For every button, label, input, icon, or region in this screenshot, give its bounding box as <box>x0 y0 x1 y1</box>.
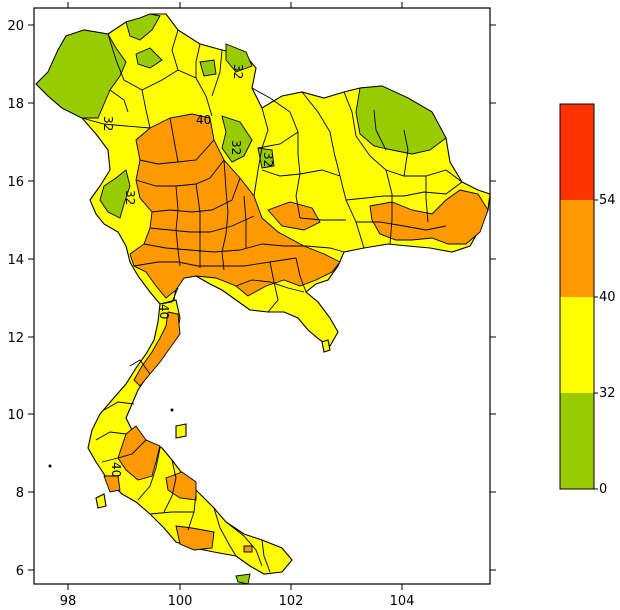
contour-label-40: 40 <box>196 113 211 127</box>
province-boundaries <box>81 29 463 573</box>
x-tick-label: 104 <box>390 594 415 609</box>
contour-label-40: 40 <box>157 304 171 319</box>
x-axis-labels: 98 100 102 104 <box>60 594 415 609</box>
legend-label: 54 <box>599 193 616 208</box>
y-tick-label: 12 <box>7 331 24 346</box>
y-tick-label: 10 <box>7 408 24 423</box>
island <box>170 408 174 412</box>
contour-label-32: 32 <box>101 116 115 131</box>
zones-0-32 <box>35 13 447 585</box>
y-axis-labels: 20 18 16 14 12 10 8 6 <box>7 19 24 579</box>
land-peninsula <box>87 299 293 575</box>
legend-swatch-54-plus <box>560 104 594 200</box>
x-tick-label: 100 <box>168 594 193 609</box>
contour-labels: 32 32 32 32 32 40 40 40 <box>101 64 275 477</box>
legend-label: 32 <box>599 386 616 401</box>
legend-label: 40 <box>599 290 616 305</box>
island <box>175 423 187 439</box>
axis-ticks <box>28 2 496 590</box>
contour-label-32: 32 <box>229 140 243 155</box>
contour-label-40: 40 <box>109 462 123 477</box>
x-tick-label: 102 <box>279 594 304 609</box>
island <box>48 464 52 468</box>
island <box>95 493 107 509</box>
y-tick-label: 16 <box>7 175 24 190</box>
y-tick-label: 20 <box>7 19 24 34</box>
y-tick-label: 8 <box>16 486 24 501</box>
legend-label: 0 <box>599 482 607 497</box>
island <box>321 339 331 353</box>
contour-label-32: 32 <box>231 64 245 79</box>
contour-label-32: 32 <box>261 152 275 167</box>
legend: 54 40 32 0 <box>559 103 616 497</box>
legend-swatch-40-54 <box>560 200 594 297</box>
y-tick-label: 6 <box>16 564 24 579</box>
y-tick-label: 14 <box>7 253 24 268</box>
contour-label-32: 32 <box>123 190 137 205</box>
y-tick-label: 18 <box>7 97 24 112</box>
x-tick-label: 98 <box>60 594 77 609</box>
legend-swatch-0-32 <box>560 393 594 489</box>
legend-swatch-32-40 <box>560 297 594 393</box>
